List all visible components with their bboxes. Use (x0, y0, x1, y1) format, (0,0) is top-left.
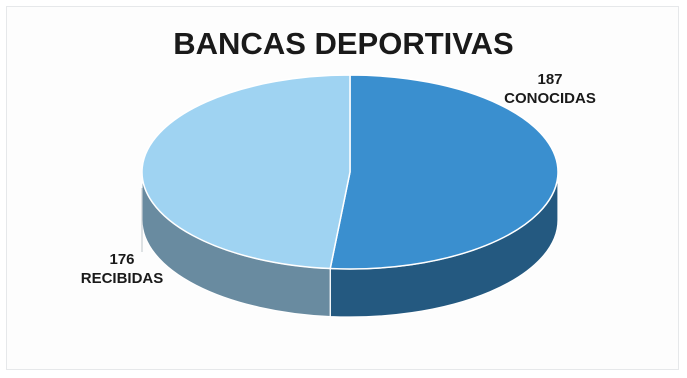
data-label-category: RECIBIDAS (80, 270, 164, 287)
data-label-category: CONOCIDAS (504, 90, 596, 107)
chart-title: BANCAS DEPORTIVAS (173, 26, 514, 61)
data-label-recibidas: 176 RECIBIDAS (62, 250, 182, 288)
data-label-value: 176 (109, 251, 135, 268)
data-label-value: 187 (537, 71, 563, 88)
pie-slice-conocidas (329, 74, 559, 270)
data-label-conocidas: 187 CONOCIDAS (490, 70, 610, 108)
pie-slice-recibidas (141, 74, 351, 270)
